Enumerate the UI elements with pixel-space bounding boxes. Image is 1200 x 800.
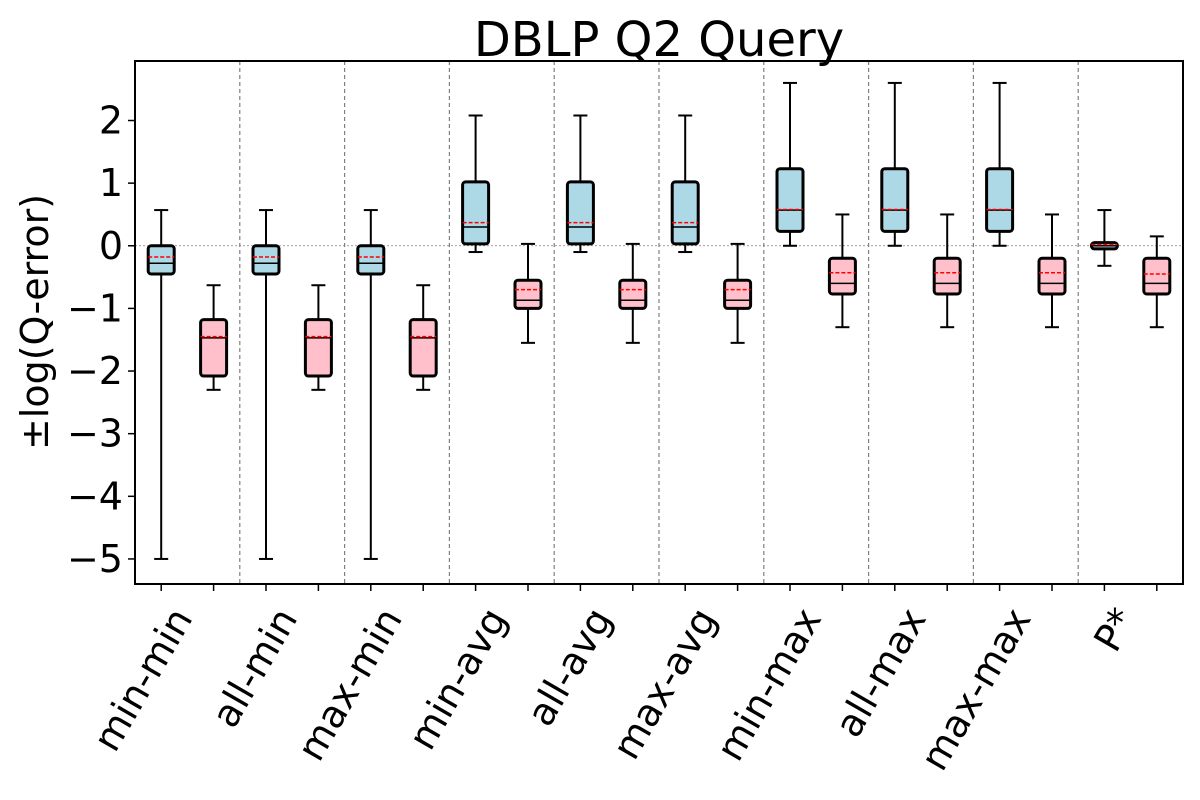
under-estimate-box	[1142, 235, 1172, 329]
x-tick-label: max-avg	[604, 601, 725, 767]
over-estimate-box	[985, 81, 1015, 247]
under-estimate-box	[1037, 213, 1067, 329]
over-estimate-box	[565, 114, 595, 254]
plot-frame	[134, 60, 1184, 585]
x-tick-label: min-max	[708, 601, 830, 769]
iqr-box	[199, 318, 229, 378]
x-tick-label: min-avg	[400, 601, 516, 757]
iqr-box	[1037, 256, 1067, 296]
iqr-box	[618, 278, 648, 310]
under-estimate-box	[618, 242, 648, 344]
iqr-box	[251, 244, 281, 276]
iqr-box	[723, 278, 753, 310]
y-tick-label: −4	[67, 474, 123, 518]
under-estimate-box	[932, 213, 962, 329]
iqr-box	[827, 256, 857, 296]
iqr-box	[932, 256, 962, 296]
iqr-box	[146, 244, 176, 276]
iqr-box	[670, 180, 700, 246]
under-estimate-box	[199, 284, 229, 391]
iqr-box	[1142, 256, 1172, 296]
over-estimate-box	[880, 81, 910, 247]
y-tick-label: 2	[99, 99, 123, 143]
iqr-box	[775, 167, 805, 233]
over-estimate-box	[1089, 209, 1119, 267]
chart-title: DBLP Q2 Query	[474, 12, 844, 68]
iqr-box	[985, 167, 1015, 233]
iqr-box	[356, 244, 386, 276]
over-estimate-box	[146, 209, 176, 560]
iqr-box	[880, 167, 910, 233]
under-estimate-box	[408, 284, 438, 391]
iqr-box	[408, 318, 438, 378]
x-tick-label: P*	[1085, 601, 1144, 659]
over-estimate-box	[356, 209, 386, 560]
x-tick-label: all-max	[826, 601, 935, 745]
under-estimate-box	[827, 213, 857, 329]
y-axis-label: ±log(Q-error)	[13, 194, 57, 450]
y-tick-label: 0	[99, 224, 123, 268]
iqr-box	[303, 318, 333, 378]
x-tick-label: min-min	[85, 601, 202, 759]
x-tick-label: all-avg	[518, 601, 620, 734]
under-estimate-box	[303, 284, 333, 391]
y-tick-label: −5	[67, 537, 123, 581]
over-estimate-box	[775, 81, 805, 247]
iqr-box	[565, 180, 595, 246]
y-tick-label: −3	[67, 412, 123, 456]
under-estimate-box	[723, 242, 753, 344]
over-estimate-box	[670, 114, 700, 254]
x-tick-label: all-min	[203, 601, 306, 735]
y-tick-label: −1	[67, 286, 123, 330]
iqr-box	[513, 278, 543, 310]
x-tick-label: max-min	[289, 601, 411, 769]
iqr-box	[461, 180, 491, 246]
under-estimate-box	[513, 242, 543, 344]
y-tick-label: 1	[99, 161, 123, 205]
y-tick-label: −2	[67, 349, 123, 393]
over-estimate-box	[461, 114, 491, 254]
over-estimate-box	[251, 209, 281, 560]
